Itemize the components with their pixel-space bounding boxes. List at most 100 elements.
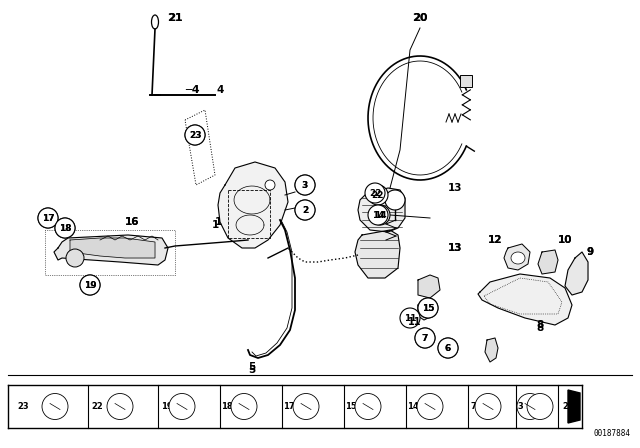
Circle shape [385,190,405,210]
Circle shape [415,328,435,348]
Text: 2: 2 [562,402,568,411]
Text: 15: 15 [422,303,435,313]
Polygon shape [418,302,432,320]
Polygon shape [485,338,498,362]
Circle shape [400,308,420,328]
Text: 13: 13 [448,243,462,253]
Circle shape [418,298,438,318]
Circle shape [185,125,205,145]
Text: 3: 3 [302,181,308,190]
Circle shape [368,185,388,205]
Text: 14: 14 [407,402,419,411]
Circle shape [475,393,501,419]
Circle shape [265,180,275,190]
Circle shape [527,393,553,419]
Polygon shape [478,274,572,325]
Text: 23: 23 [189,130,201,139]
Text: 22: 22 [372,190,384,199]
Text: 7: 7 [470,402,476,411]
Text: 11: 11 [404,314,416,323]
Text: 13: 13 [448,243,462,253]
Text: 3: 3 [302,181,308,190]
Text: 18: 18 [59,224,71,233]
Text: 22: 22 [91,402,103,411]
Circle shape [368,205,388,225]
Text: 15: 15 [422,303,435,313]
Circle shape [80,275,100,295]
Polygon shape [538,250,558,274]
Text: 23: 23 [189,130,201,139]
Text: 14: 14 [374,211,387,220]
Text: 11: 11 [408,317,422,327]
Text: 20: 20 [413,13,428,23]
Circle shape [438,338,458,358]
Polygon shape [504,244,530,270]
Circle shape [55,218,75,238]
Circle shape [418,298,438,318]
Text: 13: 13 [448,183,462,193]
Text: 16: 16 [125,217,140,227]
Text: 1: 1 [214,217,221,227]
Text: 19: 19 [161,402,173,411]
Ellipse shape [511,252,525,264]
Text: 4: 4 [216,85,224,95]
Text: 21: 21 [167,13,183,23]
Circle shape [365,183,385,203]
Text: 8: 8 [536,323,543,333]
Polygon shape [218,162,288,248]
Text: 6: 6 [445,344,451,353]
Polygon shape [70,238,155,258]
Text: 12: 12 [488,235,502,245]
Text: 6: 6 [518,402,524,411]
Text: 10: 10 [557,235,572,245]
Circle shape [295,175,315,195]
Polygon shape [418,275,440,298]
Circle shape [38,208,58,228]
Circle shape [517,393,543,419]
Text: 9: 9 [586,247,593,257]
FancyBboxPatch shape [460,75,472,87]
Text: 10: 10 [557,235,572,245]
Text: 16: 16 [125,217,140,227]
Polygon shape [568,390,580,423]
Polygon shape [358,188,405,232]
Text: ─4: ─4 [185,85,200,95]
Text: 18: 18 [59,224,71,233]
Circle shape [42,393,68,419]
Circle shape [438,338,458,358]
Text: 14: 14 [372,211,384,220]
Polygon shape [565,252,588,295]
Text: 7: 7 [422,333,428,343]
Text: 20: 20 [412,13,428,23]
Text: 19: 19 [84,280,96,289]
Text: 23: 23 [17,402,29,411]
Text: 5: 5 [248,362,255,372]
Circle shape [417,393,443,419]
Text: 19: 19 [84,280,96,289]
Text: 15: 15 [345,402,357,411]
Circle shape [355,393,381,419]
Circle shape [295,200,315,220]
Text: 22: 22 [369,189,381,198]
Circle shape [293,393,319,419]
Polygon shape [54,235,168,265]
Circle shape [295,175,315,195]
Text: 17: 17 [42,214,54,223]
Text: 3: 3 [517,402,523,411]
Text: 17: 17 [42,214,54,223]
Text: 1: 1 [211,220,219,230]
Circle shape [107,393,133,419]
Text: 2: 2 [302,206,308,215]
Circle shape [185,125,205,145]
Text: 00187884: 00187884 [593,429,630,438]
Text: 8: 8 [536,320,543,330]
Text: 5: 5 [248,365,255,375]
Circle shape [295,200,315,220]
Text: 6: 6 [445,344,451,353]
Ellipse shape [152,15,159,29]
Circle shape [55,218,75,238]
Circle shape [169,393,195,419]
Text: 17: 17 [283,402,295,411]
Circle shape [370,205,390,225]
Text: 7: 7 [422,333,428,343]
